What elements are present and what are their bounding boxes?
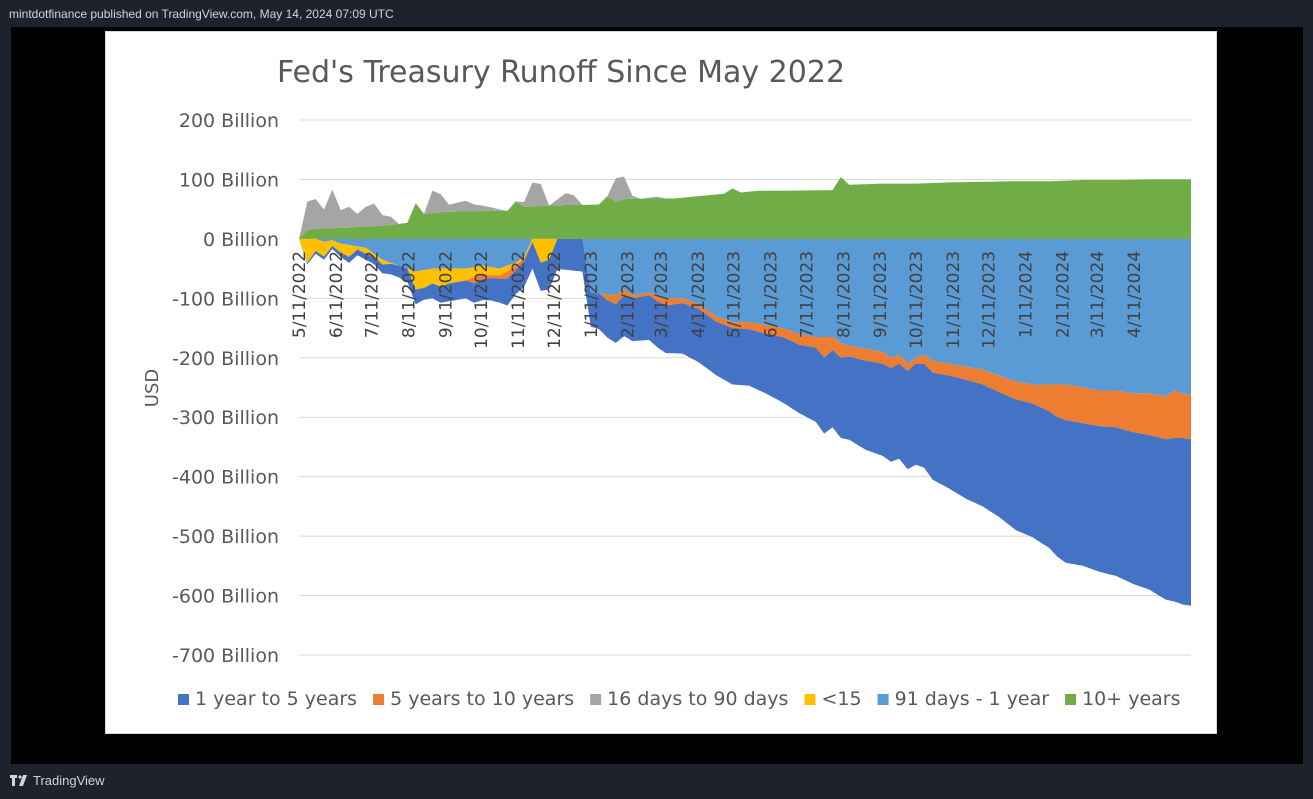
y-tick-label: -200 Billion xyxy=(172,348,279,370)
y-tick-label: -500 Billion xyxy=(172,526,279,548)
legend-swatch xyxy=(877,694,889,705)
y-axis-label: USD xyxy=(142,369,163,407)
x-tick-label: 8/11/2022 xyxy=(400,251,420,338)
x-tick-label: 6/11/2022 xyxy=(327,251,347,338)
x-tick-label: 9/11/2023 xyxy=(871,251,891,338)
series-area-91-days-1-year xyxy=(299,238,1191,397)
legend-label: <15 xyxy=(821,688,861,710)
legend-label: 5 years to 10 years xyxy=(390,688,574,710)
legend-swatch xyxy=(590,694,602,705)
y-tick-label: 100 Billion xyxy=(179,169,279,191)
x-tick-label: 3/11/2024 xyxy=(1088,251,1108,338)
x-tick-label: 11/11/2023 xyxy=(944,251,964,349)
series-area-1-year-to-5-years xyxy=(299,238,1191,606)
y-tick-label: 0 Billion xyxy=(203,229,279,251)
footer-bar: TradingView xyxy=(0,766,1313,799)
legend-swatch xyxy=(804,694,816,705)
series-area-16-days-to-90-days xyxy=(299,176,1191,239)
legend-swatch xyxy=(1065,694,1077,705)
x-tick-label: 12/11/2022 xyxy=(545,251,565,349)
x-tick-label: 1/11/2023 xyxy=(582,251,602,338)
x-tick-label: 12/11/2023 xyxy=(980,251,1000,349)
legend-label: 1 year to 5 years xyxy=(195,688,357,710)
x-tick-label: 11/11/2022 xyxy=(509,251,529,349)
publisher-caption: mintdotfinance published on TradingView.… xyxy=(9,7,394,21)
x-tick-label: 2/11/2024 xyxy=(1053,251,1073,338)
y-tick-label: -300 Billion xyxy=(172,407,279,429)
x-tick-label: 1/11/2024 xyxy=(1016,251,1036,338)
y-tick-label: 200 Billion xyxy=(179,110,279,132)
x-tick-label: 4/11/2023 xyxy=(689,251,709,338)
x-tick-label: 5/11/2023 xyxy=(725,251,745,338)
x-tick-label: 8/11/2023 xyxy=(834,251,854,338)
y-tick-label: -600 Billion xyxy=(172,586,279,608)
chart-title: Fed's Treasury Runoff Since May 2022 xyxy=(277,55,845,90)
y-tick-label: -700 Billion xyxy=(172,645,279,667)
legend-swatch xyxy=(373,694,385,705)
treasury-runoff-chart: 200 Billion 100 Billion 0 Billion -100 Bill… xyxy=(142,55,1191,710)
x-tick-label: 9/11/2022 xyxy=(437,251,457,338)
series-area-5-years-to-10-years xyxy=(299,238,1191,440)
x-tick-label: 3/11/2023 xyxy=(652,251,672,338)
legend-label: 16 days to 90 days xyxy=(607,688,788,710)
legend-swatch xyxy=(178,694,189,705)
x-tick-label: 6/11/2023 xyxy=(762,251,782,338)
x-tick-label: 5/11/2022 xyxy=(290,251,310,338)
x-tick-label: 7/11/2022 xyxy=(363,251,383,338)
y-tick-label: -400 Billion xyxy=(172,467,279,489)
x-tick-label: 10/11/2022 xyxy=(472,251,492,349)
tradingview-logo-icon[interactable] xyxy=(10,775,30,786)
chart-card: 200 Billion 100 Billion 0 Billion -100 Bill… xyxy=(105,31,1217,734)
legend-label: 91 days - 1 year xyxy=(895,688,1050,710)
series-area-10-years xyxy=(299,177,1191,239)
tradingview-brand[interactable]: TradingView xyxy=(33,773,105,788)
x-tick-label: 7/11/2023 xyxy=(797,251,817,338)
x-tick-label: 4/11/2024 xyxy=(1125,251,1145,338)
x-tick-label: 10/11/2023 xyxy=(907,251,927,349)
x-tick-label: 2/11/2023 xyxy=(619,251,639,338)
y-tick-label: -100 Billion xyxy=(172,288,279,310)
legend-label: 10+ years xyxy=(1082,688,1180,710)
